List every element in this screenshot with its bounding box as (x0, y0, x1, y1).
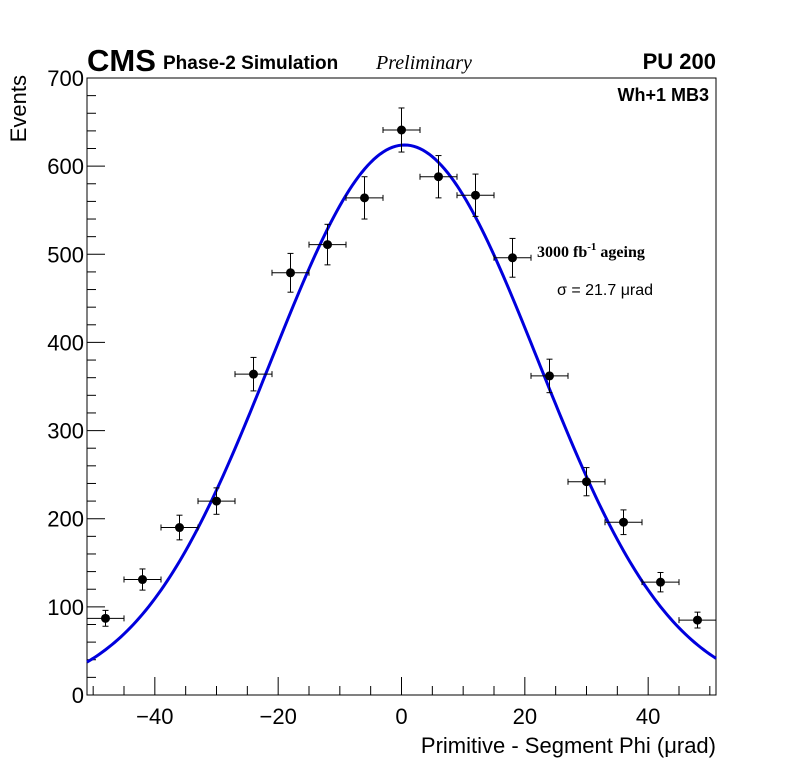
data-point (508, 253, 517, 263)
data-point-group (604, 509, 643, 536)
simulation-label: Phase-2 Simulation (163, 53, 338, 74)
y-tick-label: 0 (72, 683, 84, 708)
y-tick-label: 500 (47, 242, 84, 267)
data-point (693, 615, 702, 625)
sigma-annotation: σ = 21.7 μrad (557, 282, 653, 299)
y-axis-ticks: 0 100 200 300 400 500 600 700 (47, 66, 105, 708)
data-point-group (271, 252, 310, 293)
data-point (434, 172, 443, 182)
fit-curve (86, 143, 717, 664)
data-point (360, 193, 369, 203)
data-point-group (456, 173, 495, 217)
data-point (286, 268, 295, 278)
x-tick-label: 20 (513, 704, 537, 729)
y-axis-title: Events (6, 75, 31, 142)
ageing-exponent: -1 (587, 241, 596, 253)
x-axis-title: Primitive - Segment Phi (μrad) (421, 733, 716, 758)
x-tick-label: −20 (260, 704, 297, 729)
data-point-group (641, 571, 680, 593)
data-point-group (160, 514, 199, 541)
gaussian-fit (86, 143, 717, 664)
data-point-group (493, 237, 532, 278)
data-point-group (308, 223, 347, 266)
preliminary-label: Preliminary (375, 52, 472, 74)
data-point (471, 190, 480, 200)
x-tick-label: 40 (636, 704, 660, 729)
plot-frame (86, 77, 717, 696)
data-point-group (123, 568, 162, 591)
data-point-group (345, 176, 384, 220)
station-label: Wh+1 MB3 (617, 85, 709, 105)
data-point-group (382, 107, 421, 153)
data-points (86, 107, 717, 629)
y-tick-label: 300 (47, 419, 84, 444)
y-tick-label: 700 (47, 66, 84, 91)
x-tick-label: 0 (395, 704, 407, 729)
x-tick-label: −40 (136, 704, 173, 729)
data-point (582, 477, 591, 487)
data-point-group (234, 356, 273, 392)
y-tick-label: 400 (47, 330, 84, 355)
data-point-group (678, 611, 717, 629)
data-point (397, 125, 406, 135)
y-tick-label: 200 (47, 507, 84, 532)
data-point (249, 369, 258, 379)
data-point (212, 496, 221, 506)
y-tick-label: 100 (47, 595, 84, 620)
pileup-label: PU 200 (643, 49, 716, 74)
data-point (175, 523, 184, 533)
x-axis-ticks: −40 −20 0 20 40 (92, 677, 711, 729)
ageing-word: ageing (596, 244, 644, 261)
data-point (545, 371, 554, 381)
data-point-group (530, 358, 569, 394)
ageing-annotation: 3000 fb-1 ageing (537, 241, 645, 261)
data-point (323, 240, 332, 250)
data-point-group (567, 467, 606, 497)
data-point (619, 517, 628, 527)
y-tick-label: 600 (47, 154, 84, 179)
data-point (101, 613, 110, 623)
data-point-group (419, 155, 458, 199)
ageing-value: 3000 fb (537, 244, 587, 261)
axes (86, 77, 717, 696)
data-point (138, 575, 147, 585)
experiment-label: CMS (87, 43, 156, 78)
data-point-group (86, 609, 125, 627)
data-point (656, 577, 665, 587)
data-point-group (197, 487, 236, 515)
